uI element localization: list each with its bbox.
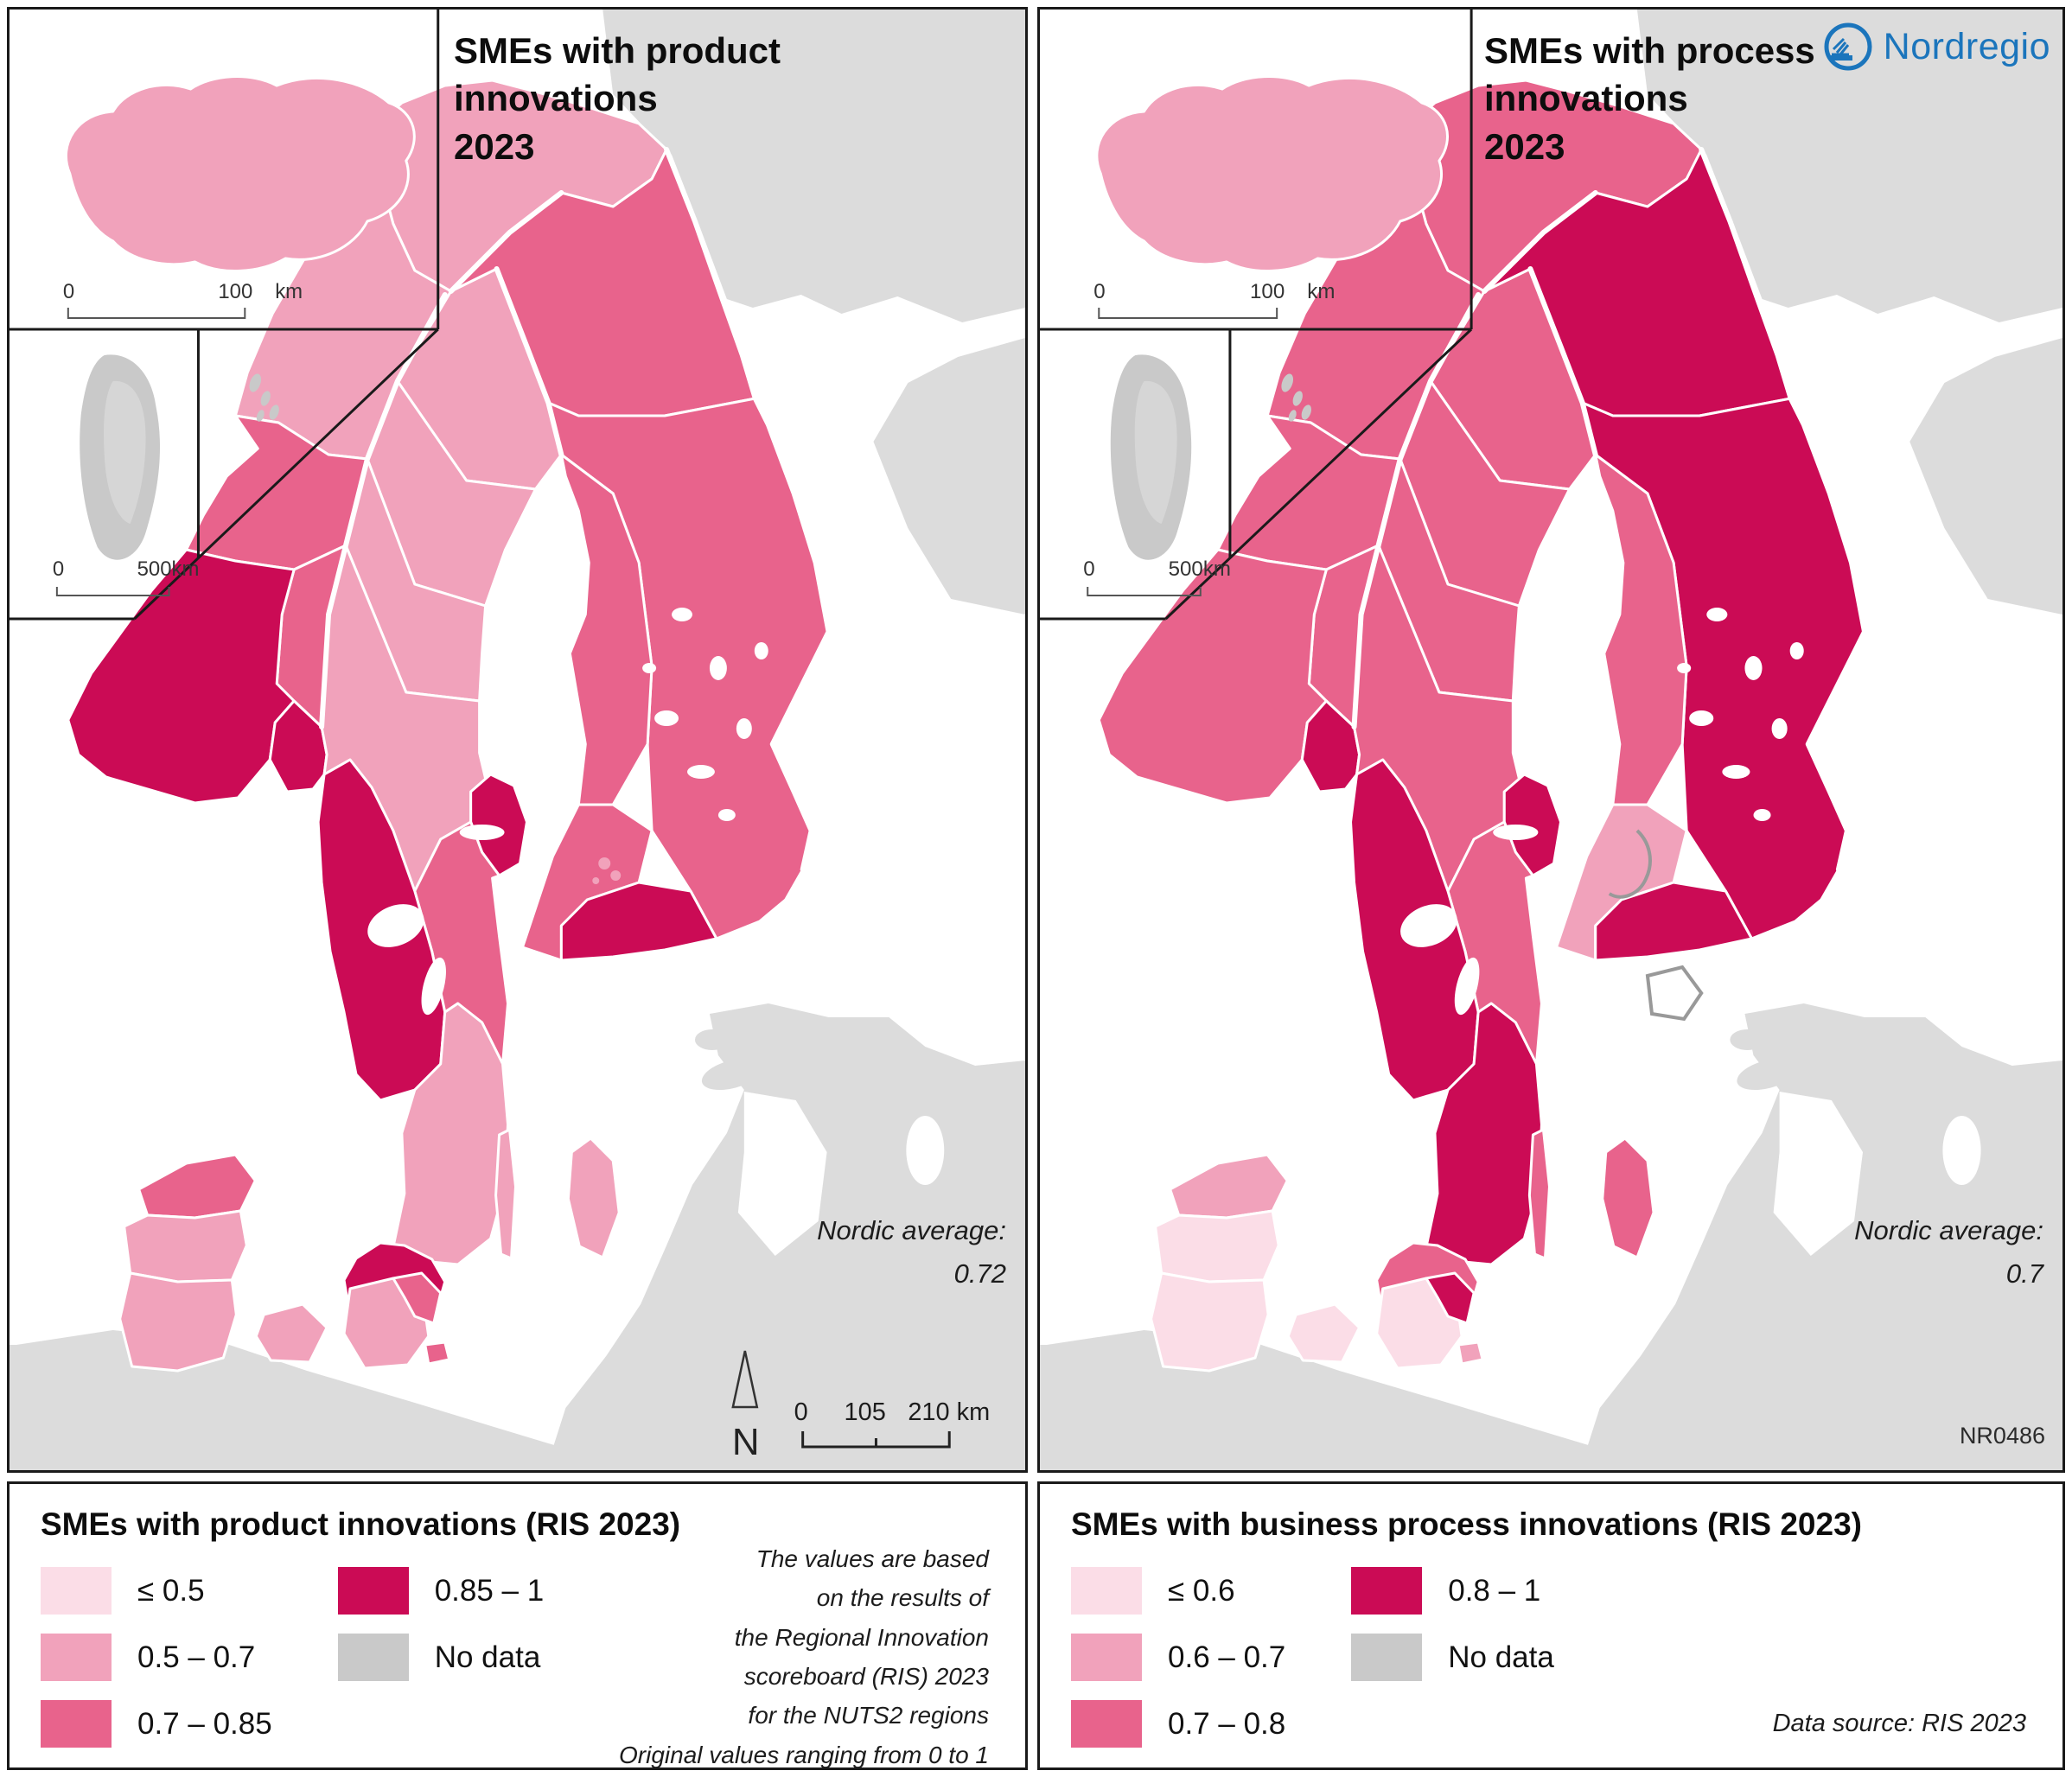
nordregio-swan-icon [1824,22,1872,71]
legend-column-1: ≤ 0.5 0.5 – 0.7 0.7 – 0.85 [41,1567,272,1748]
legend-label: No data [1448,1640,1554,1674]
legend-item: 0.85 – 1 [337,1567,545,1615]
swatch-class1 [1071,1567,1142,1615]
scale-mid: 105 [845,1398,886,1426]
swatch-nodata [337,1634,409,1681]
swatch-class3 [1071,1700,1142,1748]
legend-item: No data [337,1634,545,1681]
nordregio-logo: Nordregio [1823,22,2050,72]
legend-label: 0.7 – 0.85 [137,1706,272,1741]
north-label: N [732,1421,760,1463]
north-arrow: N [731,1350,760,1463]
title-line2: innovations [1484,78,1688,119]
legend-label: 0.85 – 1 [434,1573,545,1608]
legend-item: 0.6 – 0.7 [1071,1634,1285,1681]
map-title-process: SMEs with process innovations 2023 [1484,27,1815,170]
nordic-average-value: 0.7 [2005,1258,2043,1289]
nordregio-wordmark: Nordregio [1883,25,2050,67]
scale-end: 210 km [908,1398,990,1426]
legend-label: 0.8 – 1 [1448,1573,1541,1608]
title-line3: 2023 [454,125,535,167]
legend-items: ≤ 0.5 0.5 – 0.7 0.7 – 0.85 0.85 – 1 [41,1567,544,1748]
swatch-class2 [41,1634,112,1681]
legend-items: ≤ 0.6 0.6 – 0.7 0.7 – 0.8 0.8 – 1 [1071,1567,1554,1748]
swatch-class4 [1351,1567,1423,1615]
legend-label: 0.6 – 0.7 [1168,1640,1286,1674]
legend-item: 0.8 – 1 [1351,1567,1554,1615]
legend-item: No data [1351,1634,1554,1681]
data-source: Data source: RIS 2023 [1772,1710,2026,1737]
legend-item: 0.7 – 0.8 [1071,1700,1285,1748]
nordic-average-label: Nordic average: [817,1215,1006,1245]
legend-title: SMEs with product innovations (RIS 2023) [41,1506,681,1542]
map-panel-process: SMEs with process innovations 2023 Nordr… [1037,7,2065,1473]
product-map: N 0 105 210 km [10,10,1025,1470]
legend-label: 0.7 – 0.8 [1168,1706,1286,1741]
legend-product: SMEs with product innovations (RIS 2023)… [7,1481,1028,1770]
legend-title: SMEs with business process innovations (… [1071,1506,1862,1542]
legend-column-2: 0.8 – 1 No data [1351,1567,1554,1748]
legend-item: 0.5 – 0.7 [41,1634,272,1681]
title-line2: innovations [454,78,658,119]
legend-label: ≤ 0.5 [137,1573,205,1608]
legend-item: ≤ 0.5 [41,1567,272,1615]
map-code: NR0486 [1959,1423,2045,1449]
swatch-class3 [41,1700,112,1748]
swatch-class1 [41,1567,112,1615]
swatch-nodata [1351,1634,1423,1681]
legend-column-2: 0.85 – 1 No data [337,1567,545,1748]
scale-zero: 0 [794,1398,808,1426]
legend-item: 0.7 – 0.85 [41,1700,272,1748]
title-line1: SMEs with process [1484,30,1815,71]
map-panel-product: N 0 105 210 km SMEs with product innovat… [7,7,1028,1473]
legend-item: ≤ 0.6 [1071,1567,1285,1615]
nordic-average-process: Nordic average: 0.7 [1854,1209,2043,1295]
title-line1: SMEs with product [454,30,781,71]
legend-label: 0.5 – 0.7 [137,1640,256,1674]
legend-column-1: ≤ 0.6 0.6 – 0.7 0.7 – 0.8 [1071,1567,1285,1748]
main-scalebar: 0 105 210 km [794,1398,990,1449]
title-line3: 2023 [1484,125,1565,167]
swatch-class4 [337,1567,409,1615]
legend-note: The values are based on the results of t… [619,1545,989,1768]
nordic-average-product: Nordic average: 0.72 [817,1209,1006,1295]
legend-process: SMEs with business process innovations (… [1037,1481,2065,1770]
legend-label: ≤ 0.6 [1168,1573,1235,1608]
nordic-average-label: Nordic average: [1854,1215,2043,1245]
nordic-average-value: 0.72 [953,1258,1006,1289]
map-title-product: SMEs with product innovations 2023 [454,27,781,170]
legend-label: No data [434,1640,541,1674]
swatch-class2 [1071,1634,1142,1681]
